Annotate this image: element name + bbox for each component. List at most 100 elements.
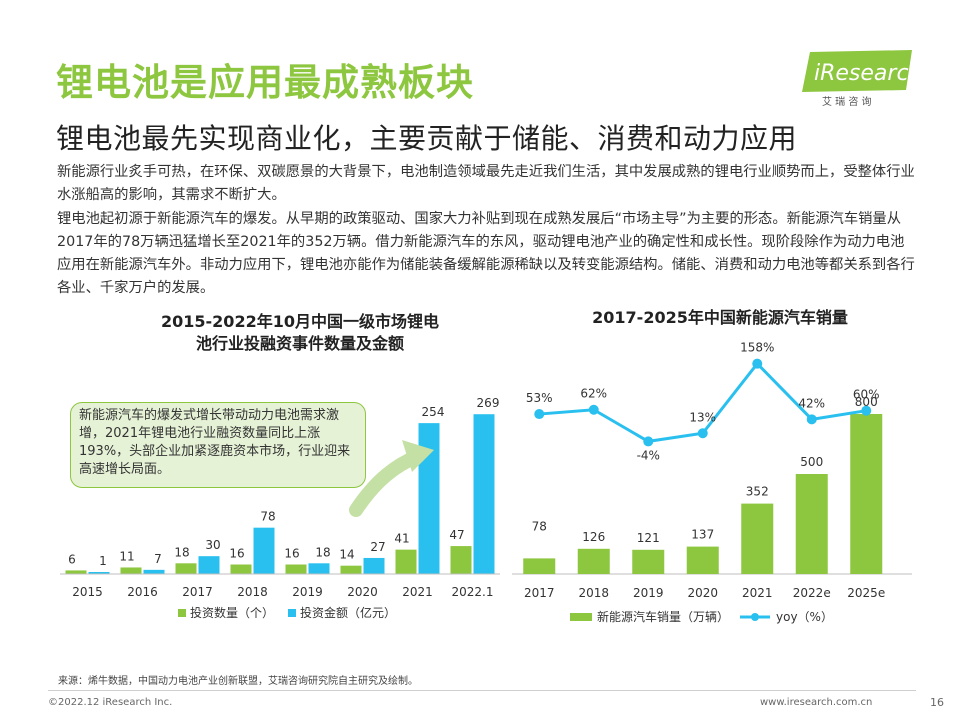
- chart1-x-tick-label: 2017: [182, 585, 213, 599]
- chart2-bar-label: 126: [582, 530, 605, 544]
- chart1-bar-amount: [198, 556, 220, 574]
- chart2-x-tick-label: 2018: [578, 586, 609, 600]
- chart1-x-tick-label: 2018: [237, 585, 268, 599]
- chart1-bar-amount: [473, 414, 495, 574]
- chart2-yoy-point: [588, 404, 599, 415]
- chart2-x-tick-label: 2019: [633, 586, 664, 600]
- website-url: www.iresearch.com.cn: [760, 697, 873, 708]
- chart2-legend-label-bar: 新能源汽车销量（万辆）: [597, 609, 729, 624]
- page-subtitle: 锂电池最先实现商业化，主要贡献于储能、消费和动力应用: [56, 122, 798, 155]
- chart1-bar-amount: [418, 423, 440, 574]
- chart2-yoy-point: [806, 414, 817, 425]
- chart1-x-tick-label: 2019: [292, 585, 323, 599]
- chart1-data-label: 6: [68, 552, 76, 566]
- chart1-bar-count: [450, 546, 472, 574]
- chart2-legend-swatch-bar: [570, 613, 592, 621]
- chart2-bar: [850, 414, 883, 574]
- chart1-bar-count: [340, 565, 362, 574]
- chart2-yoy-label: 158%: [740, 341, 774, 355]
- chart1-x-tick-label: 2022.1: [452, 585, 494, 599]
- chart1-title: 2015-2022年10月中国一级市场锂电 池行业投融资事件数量及金额: [100, 311, 500, 355]
- chart1-x-tick-label: 2021: [402, 585, 433, 599]
- nev-sales-chart: 78 126 121 137 352 500 800 53% 62% -4% 13% 158% 42%…: [512, 341, 912, 624]
- chart2-yoy-label: 53%: [526, 391, 553, 405]
- chart1-bar-count: [175, 563, 197, 574]
- page-title: 锂电池是应用最成熟板块: [56, 61, 474, 104]
- chart2-x-tick-label: 2022e: [793, 586, 831, 600]
- chart1-title-line2: 池行业投融资事件数量及金额: [195, 334, 404, 353]
- chart1-bar-count: [120, 567, 142, 574]
- chart1-legend-swatch: [288, 609, 296, 617]
- chart2-yoy-point: [697, 428, 708, 439]
- callout-box: 新能源汽车的爆发式增长带动动力电池需求激增，2021年锂电池行业融资数量同比上涨…: [70, 402, 366, 488]
- chart1-bar-count: [65, 570, 87, 574]
- chart1-data-label: 1: [99, 554, 107, 568]
- chart1-data-label: 254: [422, 405, 445, 419]
- chart1-data-label: 41: [394, 532, 409, 546]
- chart1-x-tick-label: 2015: [72, 585, 103, 599]
- chart2-bar: [795, 474, 828, 574]
- copyright-text: ©2022.12 iResearch Inc.: [48, 697, 173, 708]
- chart1-data-label: 18: [174, 545, 189, 559]
- chart1-data-label: 30: [205, 538, 220, 552]
- chart2-bar-label: 500: [800, 455, 823, 469]
- chart1-bar-count: [395, 549, 417, 574]
- chart1-bar-amount: [308, 563, 330, 574]
- chart2-yoy-point: [534, 409, 545, 420]
- chart2-bar-label: 137: [691, 528, 714, 542]
- chart1-data-label: 16: [284, 546, 299, 560]
- chart2-legend-label-line: yoy（%）: [776, 610, 833, 624]
- chart2-yoy-point: [643, 436, 654, 447]
- chart1-data-label: 47: [449, 528, 464, 542]
- chart1-bar-count: [285, 564, 307, 574]
- chart2-yoy-label: 13%: [689, 410, 716, 424]
- chart2-x-tick-label: 2025e: [847, 586, 885, 600]
- growth-arrow-head-icon: [402, 440, 434, 472]
- chart2-bar: [686, 546, 719, 574]
- page-number: 16: [930, 696, 944, 709]
- chart1-x-tick-label: 2016: [127, 585, 158, 599]
- chart1-data-label: 16: [229, 546, 244, 560]
- chart1-bar-amount: [363, 557, 385, 574]
- chart1-legend-label: 投资金额（亿元）: [300, 605, 396, 620]
- footer-divider: [48, 690, 916, 691]
- chart1-legend-swatch: [178, 609, 186, 617]
- chart2-bar: [577, 548, 610, 574]
- chart2-yoy-label: 42%: [798, 396, 825, 410]
- chart2-yoy-label: -4%: [637, 448, 660, 462]
- source-note: 来源：烯牛数据，中国动力电池产业创新联盟，艾瑞咨询研究院自主研究及绘制。: [58, 676, 418, 687]
- chart1-bar-amount: [253, 527, 275, 574]
- chart1-data-label: 27: [370, 540, 385, 554]
- chart2-bar: [523, 558, 556, 574]
- chart1-data-label: 269: [477, 396, 500, 410]
- chart2-bar-label: 800: [855, 395, 878, 409]
- chart2-bar-label: 352: [746, 485, 769, 499]
- chart1-bar-amount: [143, 569, 165, 574]
- chart2-yoy-point: [752, 358, 763, 369]
- chart2-bar: [741, 503, 774, 574]
- chart1-data-label: 18: [315, 545, 330, 559]
- chart2-yoy-label: 62%: [580, 387, 607, 401]
- chart1-x-tick-label: 2020: [347, 585, 378, 599]
- chart2-legend-swatch-point: [751, 613, 759, 621]
- chart1-legend-label: 投资数量（个）: [190, 605, 274, 620]
- chart2-title: 2017-2025年中国新能源汽车销量: [592, 308, 848, 327]
- chart2-bar-label: 121: [637, 531, 660, 545]
- chart2-x-tick-label: 2017: [524, 586, 555, 600]
- chart2-yoy-label: 60%: [853, 388, 880, 402]
- intro-paragraph-1: 新能源行业炙手可热，在环保、双碳愿景的大背景下，电池制造领域最先走近我们生活，其…: [57, 164, 915, 203]
- chart1-bar-count: [230, 564, 252, 574]
- logo-cn-text: 艾 瑞 咨 询: [822, 95, 872, 108]
- chart2-x-tick-label: 2020: [687, 586, 718, 600]
- chart2-yoy-point: [861, 405, 872, 416]
- iresearch-logo: iResearch 艾 瑞 咨 询: [792, 48, 923, 112]
- chart1-data-label: 14: [339, 548, 354, 562]
- chart1-data-label: 7: [154, 552, 162, 566]
- logo-text: iResearch: [814, 61, 914, 86]
- chart1-data-label: 11: [119, 549, 134, 563]
- chart1-data-label: 78: [260, 510, 275, 524]
- chart1-bar-amount: [88, 572, 110, 574]
- chart2-x-tick-label: 2021: [742, 586, 773, 600]
- logo-graphic: iResearch 艾 瑞 咨 询: [802, 50, 923, 108]
